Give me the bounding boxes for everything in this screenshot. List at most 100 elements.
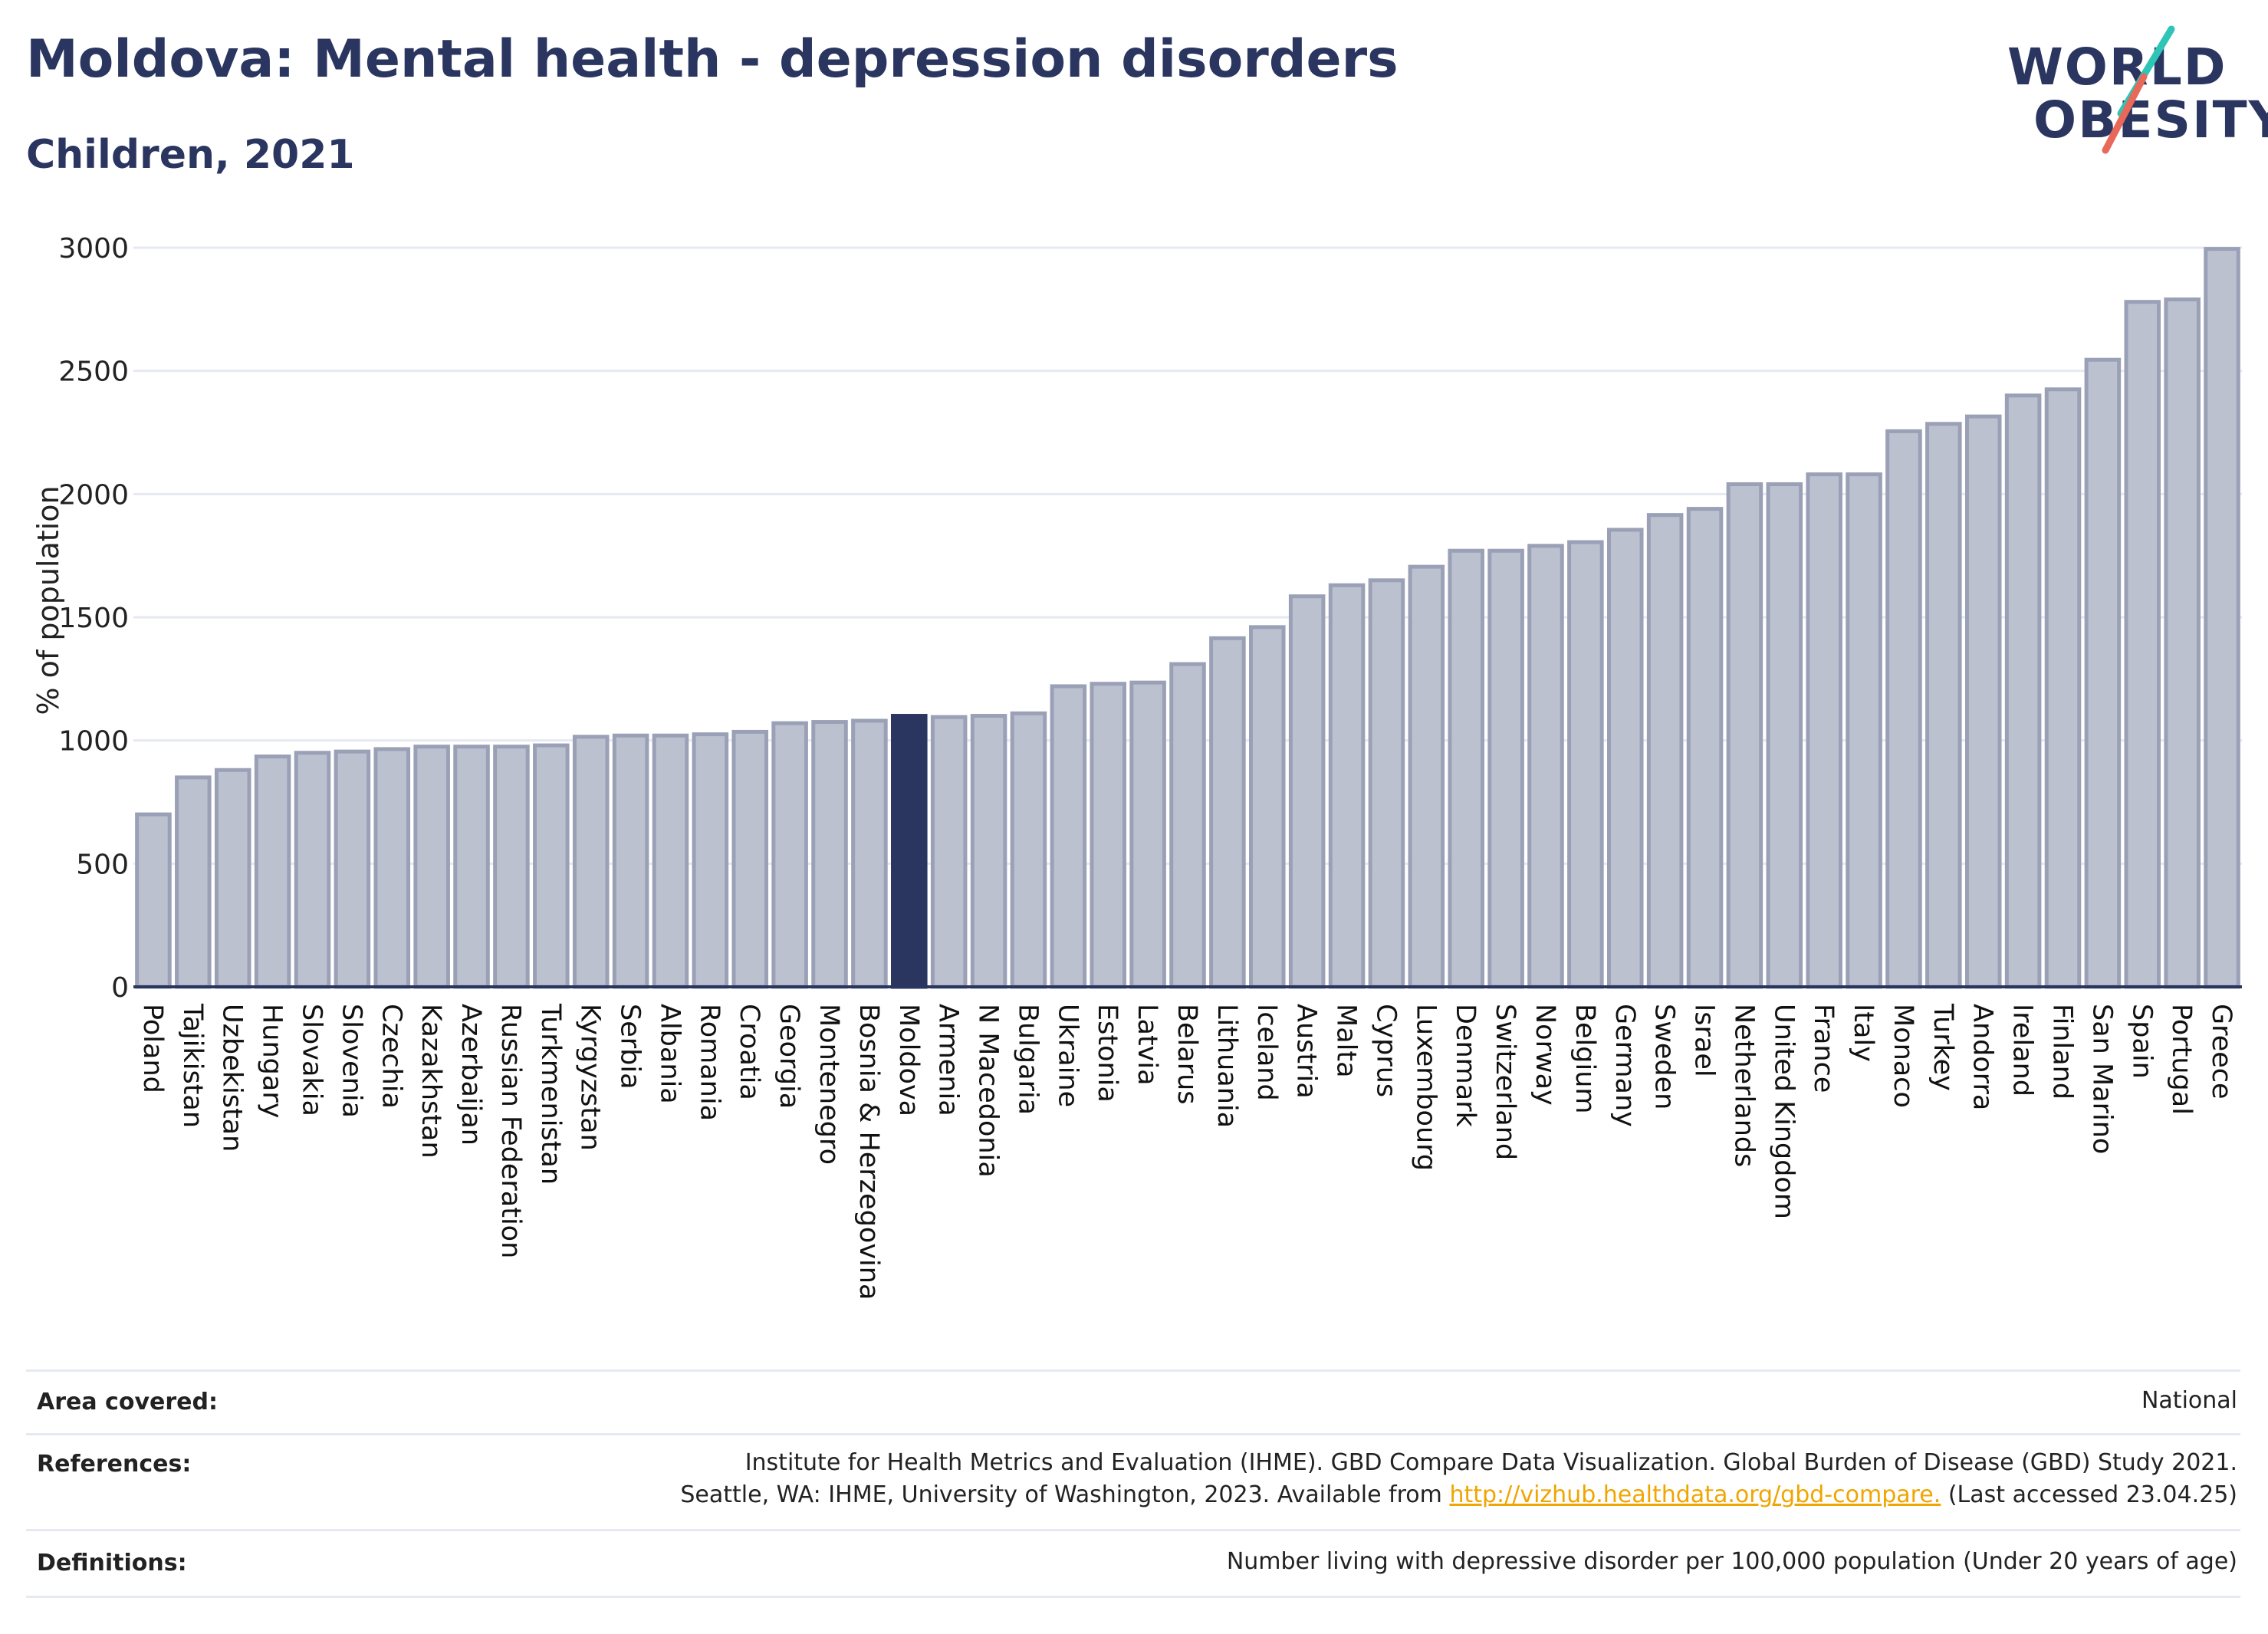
y-tick-label: 2500 <box>58 357 129 388</box>
bar <box>1209 636 1246 989</box>
bar <box>612 733 649 989</box>
x-tick-label: Germany <box>1609 1004 1640 1127</box>
bar <box>2164 297 2201 989</box>
x-tick-label: United Kingdom <box>1768 1004 1799 1219</box>
x-tick-label: Estonia <box>1092 1004 1122 1103</box>
bar <box>1527 544 1564 989</box>
chart-title: Moldova: Mental health - depression diso… <box>26 29 1399 90</box>
bar <box>373 747 411 989</box>
x-tick-label: San Marino <box>2086 1004 2117 1154</box>
x-tick-label: Switzerland <box>1490 1004 1520 1160</box>
bar <box>652 733 689 989</box>
bar <box>1646 513 1684 989</box>
x-tick-label: Czechia <box>376 1004 406 1109</box>
x-tick-label: Moldova <box>893 1004 924 1116</box>
x-tick-label: Hungary <box>257 1004 288 1118</box>
bar <box>175 775 212 989</box>
x-tick-label: Portugal <box>2166 1004 2197 1115</box>
x-tick-label: Kyrgyzstan <box>575 1004 606 1151</box>
x-tick-label: Israel <box>1689 1004 1720 1077</box>
definitions-label: Definitions: <box>37 1550 187 1576</box>
bar <box>771 721 808 989</box>
x-tick-label: Kazakhstan <box>416 1004 446 1159</box>
bar <box>1408 564 1445 989</box>
x-tick-label: Monaco <box>1888 1004 1918 1108</box>
logo-word-world: WORLD <box>2007 38 2227 97</box>
x-tick-label: Greece <box>2206 1004 2237 1100</box>
info-row-references: References: Institute for Health Metrics… <box>26 1433 2240 1529</box>
x-tick-label: Iceland <box>1251 1004 1282 1101</box>
x-tick-label: Italy <box>1848 1004 1878 1062</box>
x-tick-label: Latvia <box>1132 1004 1162 1086</box>
bar <box>214 768 251 989</box>
y-axis-ticks: 0 500 1000 1500 2000 2500 3000 <box>58 233 129 1004</box>
definitions-value: Number living with depressive disorder p… <box>1226 1548 2237 1575</box>
y-tick-label: 1000 <box>58 726 129 758</box>
x-tick-label: Spain <box>2126 1004 2157 1079</box>
area-value: National <box>2141 1387 2237 1414</box>
world-obesity-logo: WORLD OBESITY <box>1994 23 2268 161</box>
references-text: Seattle, WA: IHME, University of Washing… <box>680 1481 1442 1508</box>
x-tick-label: Montenegro <box>814 1004 844 1165</box>
logo-word-obesity: OBESITY <box>2033 90 2268 150</box>
x-tick-label: Ukraine <box>1052 1004 1083 1107</box>
bar-highlight <box>891 714 928 989</box>
bar <box>1567 540 1604 989</box>
x-tick-label: Sweden <box>1649 1004 1680 1110</box>
x-tick-label: Turkmenistan <box>535 1003 566 1185</box>
bar <box>1606 528 1644 989</box>
x-tick-label: Lithuania <box>1211 1004 1242 1128</box>
x-tick-label: Andorra <box>1967 1004 1998 1110</box>
x-tick-label: Luxembourg <box>1410 1004 1441 1171</box>
bar <box>533 743 570 989</box>
x-tick-label: Serbia <box>615 1004 646 1090</box>
x-tick-label: Bulgaria <box>1012 1004 1043 1115</box>
bar <box>2004 393 2042 989</box>
x-tick-label: Bosnia & Herzegovina <box>853 1004 884 1300</box>
x-tick-label: Georgia <box>774 1004 804 1109</box>
references-label: References: <box>37 1451 192 1478</box>
x-tick-label: Russian Federation <box>495 1004 526 1258</box>
x-tick-label: Slovenia <box>336 1004 366 1118</box>
bar <box>1925 422 1962 989</box>
x-tick-label: N Macedonia <box>973 1004 1004 1178</box>
bar <box>1249 625 1286 989</box>
x-tick-label: Denmark <box>1450 1004 1481 1128</box>
chart-subtitle: Children, 2021 <box>26 132 355 178</box>
bar <box>2124 300 2161 989</box>
bar <box>1846 472 1882 989</box>
bar <box>135 812 172 989</box>
bar <box>731 729 769 989</box>
bar <box>851 718 888 989</box>
logo-slash-icon <box>2102 25 2175 154</box>
info-row-definitions: Definitions: Number living with depressi… <box>26 1529 2240 1598</box>
y-tick-label: 3000 <box>58 233 129 265</box>
bar <box>1448 548 1484 989</box>
bar <box>1169 662 1206 989</box>
x-tick-label: Tajikistan <box>177 1003 208 1128</box>
bar <box>1885 429 1922 989</box>
bar <box>2044 387 2082 989</box>
references-link[interactable]: http://vizhub.healthdata.org/gbd-compare… <box>1449 1481 1941 1508</box>
bar <box>334 749 371 989</box>
bar <box>970 714 1007 989</box>
x-tick-label: Cyprus <box>1370 1004 1401 1097</box>
x-axis-labels: Poland Tajikistan Uzbekistan Hungary Slovaki… <box>137 1003 2237 1300</box>
x-tick-label: Turkey <box>1928 1003 1958 1091</box>
x-tick-label: Malta <box>1331 1004 1362 1078</box>
bar <box>1766 482 1803 989</box>
references-line-2: Seattle, WA: IHME, University of Washing… <box>680 1479 2237 1511</box>
bar <box>493 745 530 989</box>
references-accessed: (Last accessed 23.04.25) <box>1948 1481 2237 1508</box>
y-axis-label: % of population <box>31 485 65 715</box>
x-tick-label: Slovakia <box>296 1004 327 1116</box>
y-tick-label: 0 <box>111 972 129 1004</box>
x-tick-label: Finland <box>2047 1004 2078 1100</box>
x-tick-label: Norway <box>1530 1004 1560 1106</box>
bar <box>1726 482 1763 989</box>
x-tick-label: Azerbaijan <box>455 1004 486 1146</box>
bar <box>1129 680 1166 989</box>
references-value: Institute for Health Metrics and Evaluat… <box>680 1447 2237 1511</box>
bar <box>453 745 490 989</box>
area-label: Area covered: <box>37 1389 218 1415</box>
